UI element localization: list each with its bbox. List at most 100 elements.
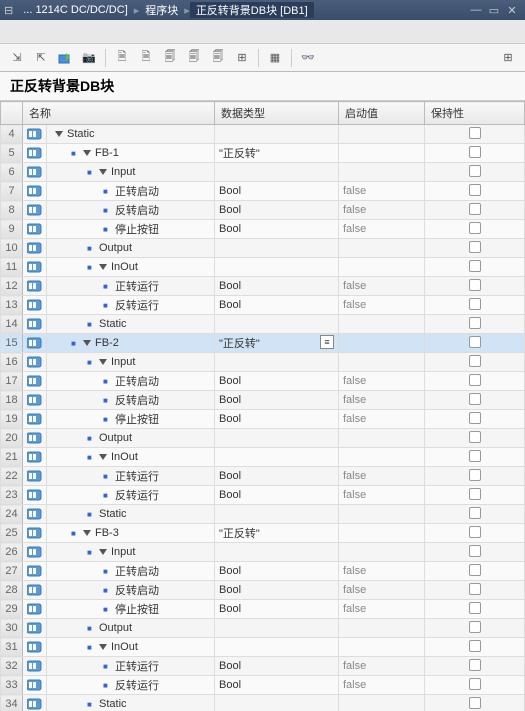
dtype-cell[interactable]: "正反转" [215,524,339,543]
window-menu-icon[interactable]: ⊟ [4,4,13,17]
retain-checkbox[interactable] [469,697,481,709]
row-number[interactable]: 6 [1,163,23,182]
row-number[interactable]: 17 [1,372,23,391]
expand-triangle-icon[interactable] [99,454,107,460]
name-cell[interactable]: ■Output [47,619,215,638]
retain-cell[interactable] [425,581,525,600]
dtype-cell[interactable]: Bool [215,410,339,429]
row-number[interactable]: 33 [1,676,23,695]
table-row[interactable]: 17■正转启动Boolfalse [1,372,525,391]
table-row[interactable]: 10■Output [1,239,525,258]
retain-checkbox[interactable] [469,469,481,481]
table-row[interactable]: 8■反转启动Boolfalse [1,201,525,220]
start-value-cell[interactable]: false [339,600,425,619]
table-row[interactable]: 13■反转运行Boolfalse [1,296,525,315]
retain-checkbox[interactable] [469,431,481,443]
retain-checkbox[interactable] [469,336,481,348]
table-row[interactable]: 16■Input [1,353,525,372]
retain-checkbox[interactable] [469,412,481,424]
table-row[interactable]: 20■Output [1,429,525,448]
row-number[interactable]: 25 [1,524,23,543]
retain-checkbox[interactable] [469,355,481,367]
dtype-cell[interactable] [215,315,339,334]
toolbar-btn-2[interactable]: ⇱ [30,47,52,69]
name-cell[interactable]: ■停止按钮 [47,600,215,619]
retain-checkbox[interactable] [469,583,481,595]
start-value-cell[interactable] [339,619,425,638]
row-number[interactable]: 16 [1,353,23,372]
table-row[interactable]: 27■正转启动Boolfalse [1,562,525,581]
table-row[interactable]: 12■正转运行Boolfalse [1,277,525,296]
retain-cell[interactable] [425,391,525,410]
retain-checkbox[interactable] [469,127,481,139]
retain-cell[interactable] [425,163,525,182]
table-row[interactable]: 26 ■Input [1,543,525,562]
retain-cell[interactable] [425,562,525,581]
dtype-cell[interactable]: Bool [215,486,339,505]
name-cell[interactable]: ■正转启动 [47,182,215,201]
start-value-cell[interactable] [339,334,425,353]
dtype-cell[interactable]: Bool [215,391,339,410]
name-cell[interactable]: ■正转启动 [47,372,215,391]
row-number[interactable]: 9 [1,220,23,239]
row-number[interactable]: 12 [1,277,23,296]
retain-checkbox[interactable] [469,393,481,405]
start-value-cell[interactable]: false [339,486,425,505]
toolbar-btn-8[interactable]: 🗐 [183,47,205,69]
retain-cell[interactable] [425,315,525,334]
dtype-cell[interactable] [215,239,339,258]
row-number[interactable]: 30 [1,619,23,638]
retain-checkbox[interactable] [469,146,481,158]
retain-cell[interactable] [425,334,525,353]
start-value-cell[interactable]: false [339,182,425,201]
table-row[interactable]: 14■Static [1,315,525,334]
name-cell[interactable]: ■Static [47,695,215,711]
name-cell[interactable]: ■InOut [47,258,215,277]
table-row[interactable]: 11■InOut [1,258,525,277]
row-number[interactable]: 10 [1,239,23,258]
table-row[interactable]: 34■Static [1,695,525,711]
row-number[interactable]: 15 [1,334,23,353]
row-number[interactable]: 26 [1,543,23,562]
retain-cell[interactable] [425,220,525,239]
dtype-cell[interactable]: Bool [215,600,339,619]
retain-cell[interactable] [425,182,525,201]
start-value-cell[interactable]: false [339,220,425,239]
name-cell[interactable]: ■反转启动 [47,581,215,600]
name-cell[interactable]: ■FB-3 [47,524,215,543]
toolbar-btn-11[interactable]: ▦ [264,47,286,69]
expand-triangle-icon[interactable] [99,549,107,555]
toolbar-btn-9[interactable]: 🗐 [207,47,229,69]
start-value-cell[interactable] [339,315,425,334]
name-cell[interactable]: ■停止按钮 [47,410,215,429]
retain-checkbox[interactable] [469,678,481,690]
type-picker-icon[interactable]: ≡ [320,335,334,349]
start-value-cell[interactable] [339,505,425,524]
start-value-cell[interactable]: false [339,201,425,220]
retain-checkbox[interactable] [469,602,481,614]
dtype-cell[interactable] [215,258,339,277]
start-value-cell[interactable] [339,638,425,657]
start-value-cell[interactable] [339,239,425,258]
dtype-cell[interactable] [215,695,339,711]
table-row[interactable]: 30 ■Output [1,619,525,638]
start-value-cell[interactable] [339,524,425,543]
col-dtype[interactable]: 数据类型 [215,102,339,125]
name-cell[interactable]: ■Input [47,543,215,562]
retain-checkbox[interactable] [469,165,481,177]
name-cell[interactable]: ■InOut [47,448,215,467]
dtype-cell[interactable] [215,448,339,467]
name-cell[interactable]: ■Input [47,163,215,182]
dtype-cell[interactable] [215,638,339,657]
table-row[interactable]: 4Static [1,125,525,144]
col-retain[interactable]: 保持性 [425,102,525,125]
maximize-icon[interactable]: ▭ [485,2,503,18]
table-row[interactable]: 5■FB-1"正反转" [1,144,525,163]
row-number[interactable]: 13 [1,296,23,315]
retain-cell[interactable] [425,486,525,505]
retain-cell[interactable] [425,296,525,315]
row-number[interactable]: 22 [1,467,23,486]
row-number[interactable]: 31 [1,638,23,657]
toolbar-right-btn[interactable]: ⊞ [497,47,519,69]
name-cell[interactable]: ■反转启动 [47,201,215,220]
